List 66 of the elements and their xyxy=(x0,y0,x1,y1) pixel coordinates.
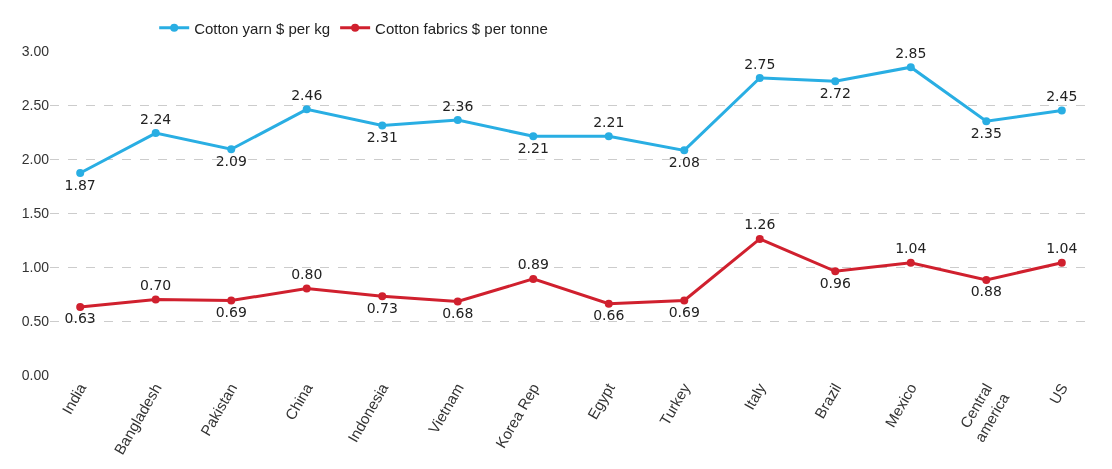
data-label: 0.63 xyxy=(64,310,96,327)
data-label: 0.80 xyxy=(291,266,323,283)
y-tick-label: 3.00 xyxy=(21,42,50,59)
y-tick-label: 1.00 xyxy=(21,258,50,275)
legend-label: Cotton fabrics $ per tonne xyxy=(375,19,548,37)
point xyxy=(453,297,462,306)
point xyxy=(1057,106,1066,115)
point xyxy=(151,295,160,304)
legend-label: Cotton yarn $ per kg xyxy=(194,19,331,37)
data-label: 2.35 xyxy=(970,124,1002,141)
point xyxy=(302,284,311,293)
y-tick-label: 0.00 xyxy=(21,366,50,383)
data-label: 0.66 xyxy=(593,307,625,324)
y-tick-label: 1.50 xyxy=(21,204,50,221)
data-label: 0.89 xyxy=(517,256,549,273)
point xyxy=(227,296,236,305)
point xyxy=(755,234,764,243)
data-label: 1.87 xyxy=(64,176,96,193)
point xyxy=(302,105,311,114)
data-label: 2.31 xyxy=(366,129,398,146)
data-label: 2.85 xyxy=(895,44,927,61)
data-label: 2.36 xyxy=(442,97,474,114)
data-label: 1.04 xyxy=(1046,240,1078,257)
y-tick-label: 2.50 xyxy=(21,96,50,113)
point xyxy=(982,275,991,284)
data-label: 0.68 xyxy=(442,305,474,322)
data-label: 2.21 xyxy=(593,113,625,130)
point xyxy=(151,129,160,138)
data-label: 2.45 xyxy=(1046,87,1078,104)
point xyxy=(378,292,387,301)
data-label: 1.04 xyxy=(895,240,927,257)
point xyxy=(378,121,387,130)
point xyxy=(831,267,840,276)
x-tick-label: US xyxy=(1045,380,1071,407)
point xyxy=(529,274,538,283)
data-label: 2.21 xyxy=(517,139,549,156)
data-label: 2.08 xyxy=(668,153,700,170)
point xyxy=(906,63,915,72)
data-label: 2.75 xyxy=(744,55,776,72)
data-label: 0.70 xyxy=(140,276,172,293)
data-label: 0.88 xyxy=(970,283,1002,300)
point xyxy=(529,132,538,141)
data-label: 0.73 xyxy=(366,299,398,316)
point xyxy=(755,74,764,82)
point xyxy=(604,299,613,308)
point xyxy=(906,258,915,267)
data-label: 0.96 xyxy=(819,274,851,291)
y-tick-label: 2.00 xyxy=(21,150,50,167)
point xyxy=(453,116,462,125)
data-label: 2.72 xyxy=(819,84,851,101)
point xyxy=(227,145,236,154)
point xyxy=(76,169,85,178)
point xyxy=(76,302,85,311)
point xyxy=(680,146,689,155)
point xyxy=(604,132,613,141)
data-label: 1.26 xyxy=(744,216,776,233)
point xyxy=(680,296,689,305)
point xyxy=(831,77,840,86)
data-label: 0.69 xyxy=(668,303,700,320)
y-tick-label: 0.50 xyxy=(21,312,50,329)
data-label: 2.09 xyxy=(215,152,247,169)
point xyxy=(1057,258,1066,267)
data-label: 2.24 xyxy=(140,110,172,127)
data-label: 0.69 xyxy=(215,303,247,320)
point xyxy=(982,117,991,126)
data-label: 2.46 xyxy=(291,86,323,103)
